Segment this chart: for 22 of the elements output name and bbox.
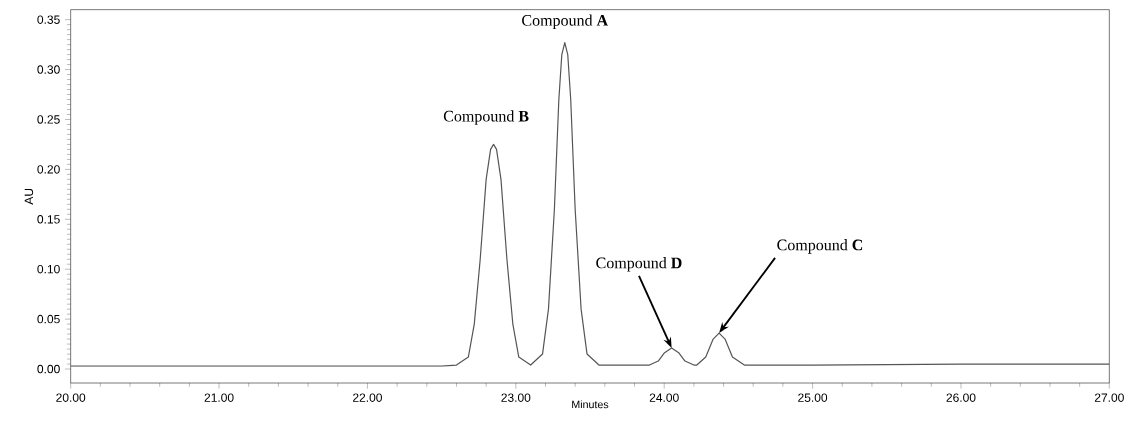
annotation: Compound B [443, 110, 529, 125]
y-tick-label: 0.25 [37, 115, 60, 124]
annotation: Compound A [522, 14, 608, 30]
y-tick-label: 0.10 [37, 264, 60, 274]
x-tick-label: 26.00 [946, 393, 976, 402]
y-tick-label: 0.30 [37, 65, 60, 74]
y-axis-title: AU [24, 188, 34, 205]
x-tick-label: 24.00 [649, 393, 679, 402]
annotation: Compound C [777, 239, 863, 254]
x-axis-title: Minutes [572, 400, 609, 409]
x-tick-label: 20.00 [56, 393, 86, 402]
x-tick-label: 27.00 [1094, 393, 1124, 402]
y-tick-label: 0.00 [37, 364, 60, 374]
annotation: Compound D [596, 257, 682, 272]
x-tick-label: 23.00 [501, 393, 531, 402]
x-tick-label: 25.00 [798, 393, 828, 402]
x-tick-label: 22.00 [353, 393, 382, 402]
y-tick-label: 0.15 [37, 215, 60, 224]
y-tick-label: 0.35 [37, 15, 60, 24]
y-tick-label: 0.05 [37, 314, 60, 324]
y-tick-label: 0.20 [37, 165, 60, 174]
x-tick-label: 21.00 [204, 393, 234, 402]
